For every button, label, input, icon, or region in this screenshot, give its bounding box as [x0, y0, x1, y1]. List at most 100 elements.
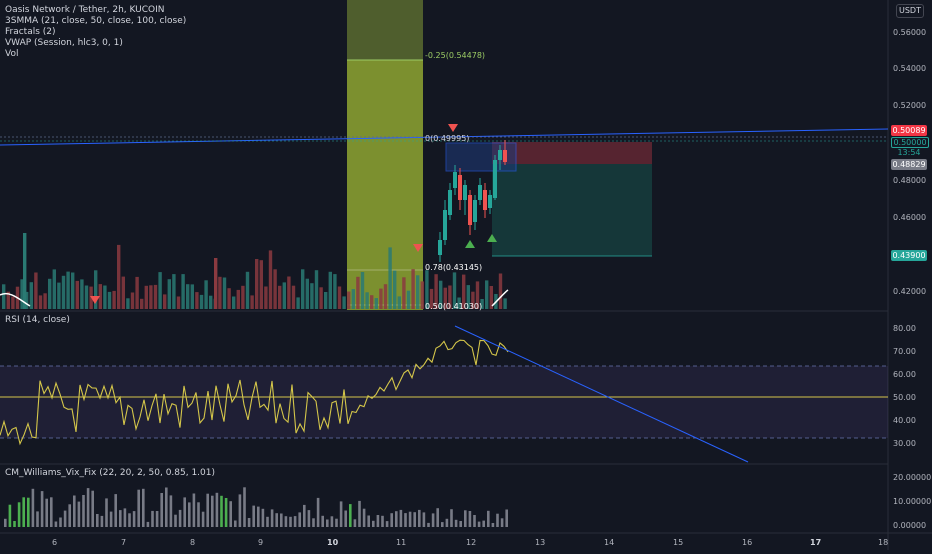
volume-bar — [94, 270, 98, 309]
volume-bar — [282, 282, 286, 309]
wvf-bar — [408, 511, 412, 527]
candle-body — [443, 210, 447, 240]
wvf-bar — [307, 510, 311, 527]
price-tick: 0.42000 — [893, 287, 927, 296]
volume-bar — [61, 275, 66, 309]
wvf-bar — [59, 517, 62, 527]
volume-bar — [397, 296, 401, 309]
time-label: 11 — [396, 538, 407, 547]
volume-bar — [347, 291, 351, 309]
wvf-bar — [431, 513, 435, 527]
volume-bar — [425, 270, 429, 309]
volume-bar — [6, 291, 10, 309]
fib-label-bottom: 0.50(0.41030) — [425, 302, 483, 311]
volume-bar — [305, 278, 309, 309]
volume-bar — [328, 271, 332, 309]
time-label: 12 — [466, 538, 477, 547]
currency-button[interactable]: USDT — [896, 4, 924, 18]
volume-bar — [393, 270, 397, 309]
volume-bar — [324, 292, 328, 309]
volume-bar — [89, 286, 93, 309]
wvf-bar — [505, 509, 508, 527]
wvf-bar — [31, 488, 35, 527]
wvf-bar — [188, 502, 191, 527]
price-tick: 0.52000 — [893, 101, 927, 110]
wvf-bar — [128, 513, 131, 527]
wvf-bar — [192, 493, 196, 527]
wvf-bar — [252, 505, 255, 527]
volume-bar — [172, 274, 176, 309]
volume-bar — [186, 284, 190, 309]
rsi-tick: 80.00 — [893, 324, 916, 333]
time-label: 13 — [535, 538, 546, 547]
rsi-tick: 30.00 — [893, 439, 916, 448]
time-label: 9 — [258, 538, 264, 547]
volume-bar — [273, 269, 277, 309]
wvf-bar — [224, 498, 228, 527]
wvf-bar — [316, 497, 320, 527]
volume-bar — [351, 289, 355, 309]
williams-label[interactable]: CM_Williams_Vix_Fix (22, 20, 2, 50, 0.85… — [5, 468, 216, 478]
wvf-bar — [395, 511, 398, 527]
volume-bar — [20, 279, 24, 309]
volume-bar — [356, 276, 360, 309]
wvf-bar — [96, 514, 99, 527]
indicator-vwap[interactable]: VWAP (Session, hlc3, 0, 1) — [5, 38, 123, 48]
wvf-bar — [362, 508, 366, 527]
indicator-smma[interactable]: 3SMMA (21, close, 50, close, 100, close) — [5, 16, 187, 26]
wvf-bar — [422, 512, 426, 527]
volume-bar — [319, 287, 323, 309]
volume-bar — [29, 282, 33, 309]
wvf-bar — [109, 511, 113, 527]
volume-bar — [245, 271, 250, 309]
volume-bar — [121, 276, 125, 309]
volume-bar — [236, 289, 240, 309]
wvf-bar — [321, 515, 324, 527]
volume-bar — [57, 282, 61, 309]
symbol-title[interactable]: Oasis Network / Tether, 2h, KUCOIN — [5, 5, 165, 15]
volume-bar — [452, 272, 457, 309]
indicator-fractals[interactable]: Fractals (2) — [5, 27, 56, 37]
volume-bar — [448, 285, 452, 309]
wvf-bar — [427, 522, 430, 527]
wvf-bar — [160, 493, 163, 527]
wvf-bar — [100, 515, 104, 527]
current-price-badge: 0.50089 — [891, 125, 927, 136]
volume-bar — [227, 288, 231, 309]
indicator-vol[interactable]: Vol — [5, 49, 19, 59]
candle-body — [468, 195, 472, 225]
wvf-bar — [201, 511, 205, 527]
wvf-bar — [63, 510, 67, 527]
wvf-bar — [482, 520, 485, 527]
candle-body — [463, 185, 467, 200]
wvf-bar — [404, 513, 407, 527]
volume-bar — [126, 298, 130, 309]
volume-bar — [457, 297, 461, 309]
wvf-bar — [105, 498, 108, 527]
wvf-bar — [151, 510, 154, 527]
fractal-down-marker — [448, 124, 458, 132]
volume-bar — [278, 285, 282, 309]
volume-bar — [471, 291, 475, 309]
candle-body — [493, 160, 497, 198]
wvf-bar — [27, 497, 30, 527]
volume-bar — [485, 280, 489, 309]
candle-body — [473, 200, 477, 222]
rsi-label[interactable]: RSI (14, close) — [5, 315, 70, 325]
volume-bar — [416, 275, 420, 309]
candle-body — [438, 240, 442, 255]
volume-bar — [2, 284, 6, 309]
wvf-bar — [376, 515, 380, 527]
wvf-bar — [477, 521, 481, 527]
wvf-bar — [155, 511, 159, 527]
wvf-bar — [247, 518, 251, 527]
volume-bar — [48, 278, 52, 309]
volume-bar — [388, 247, 392, 309]
wvf-bar — [289, 516, 292, 527]
wvf-bar — [473, 515, 476, 527]
wvf-bar — [261, 508, 265, 527]
volume-bar — [383, 284, 388, 309]
volume-bar — [498, 273, 503, 309]
